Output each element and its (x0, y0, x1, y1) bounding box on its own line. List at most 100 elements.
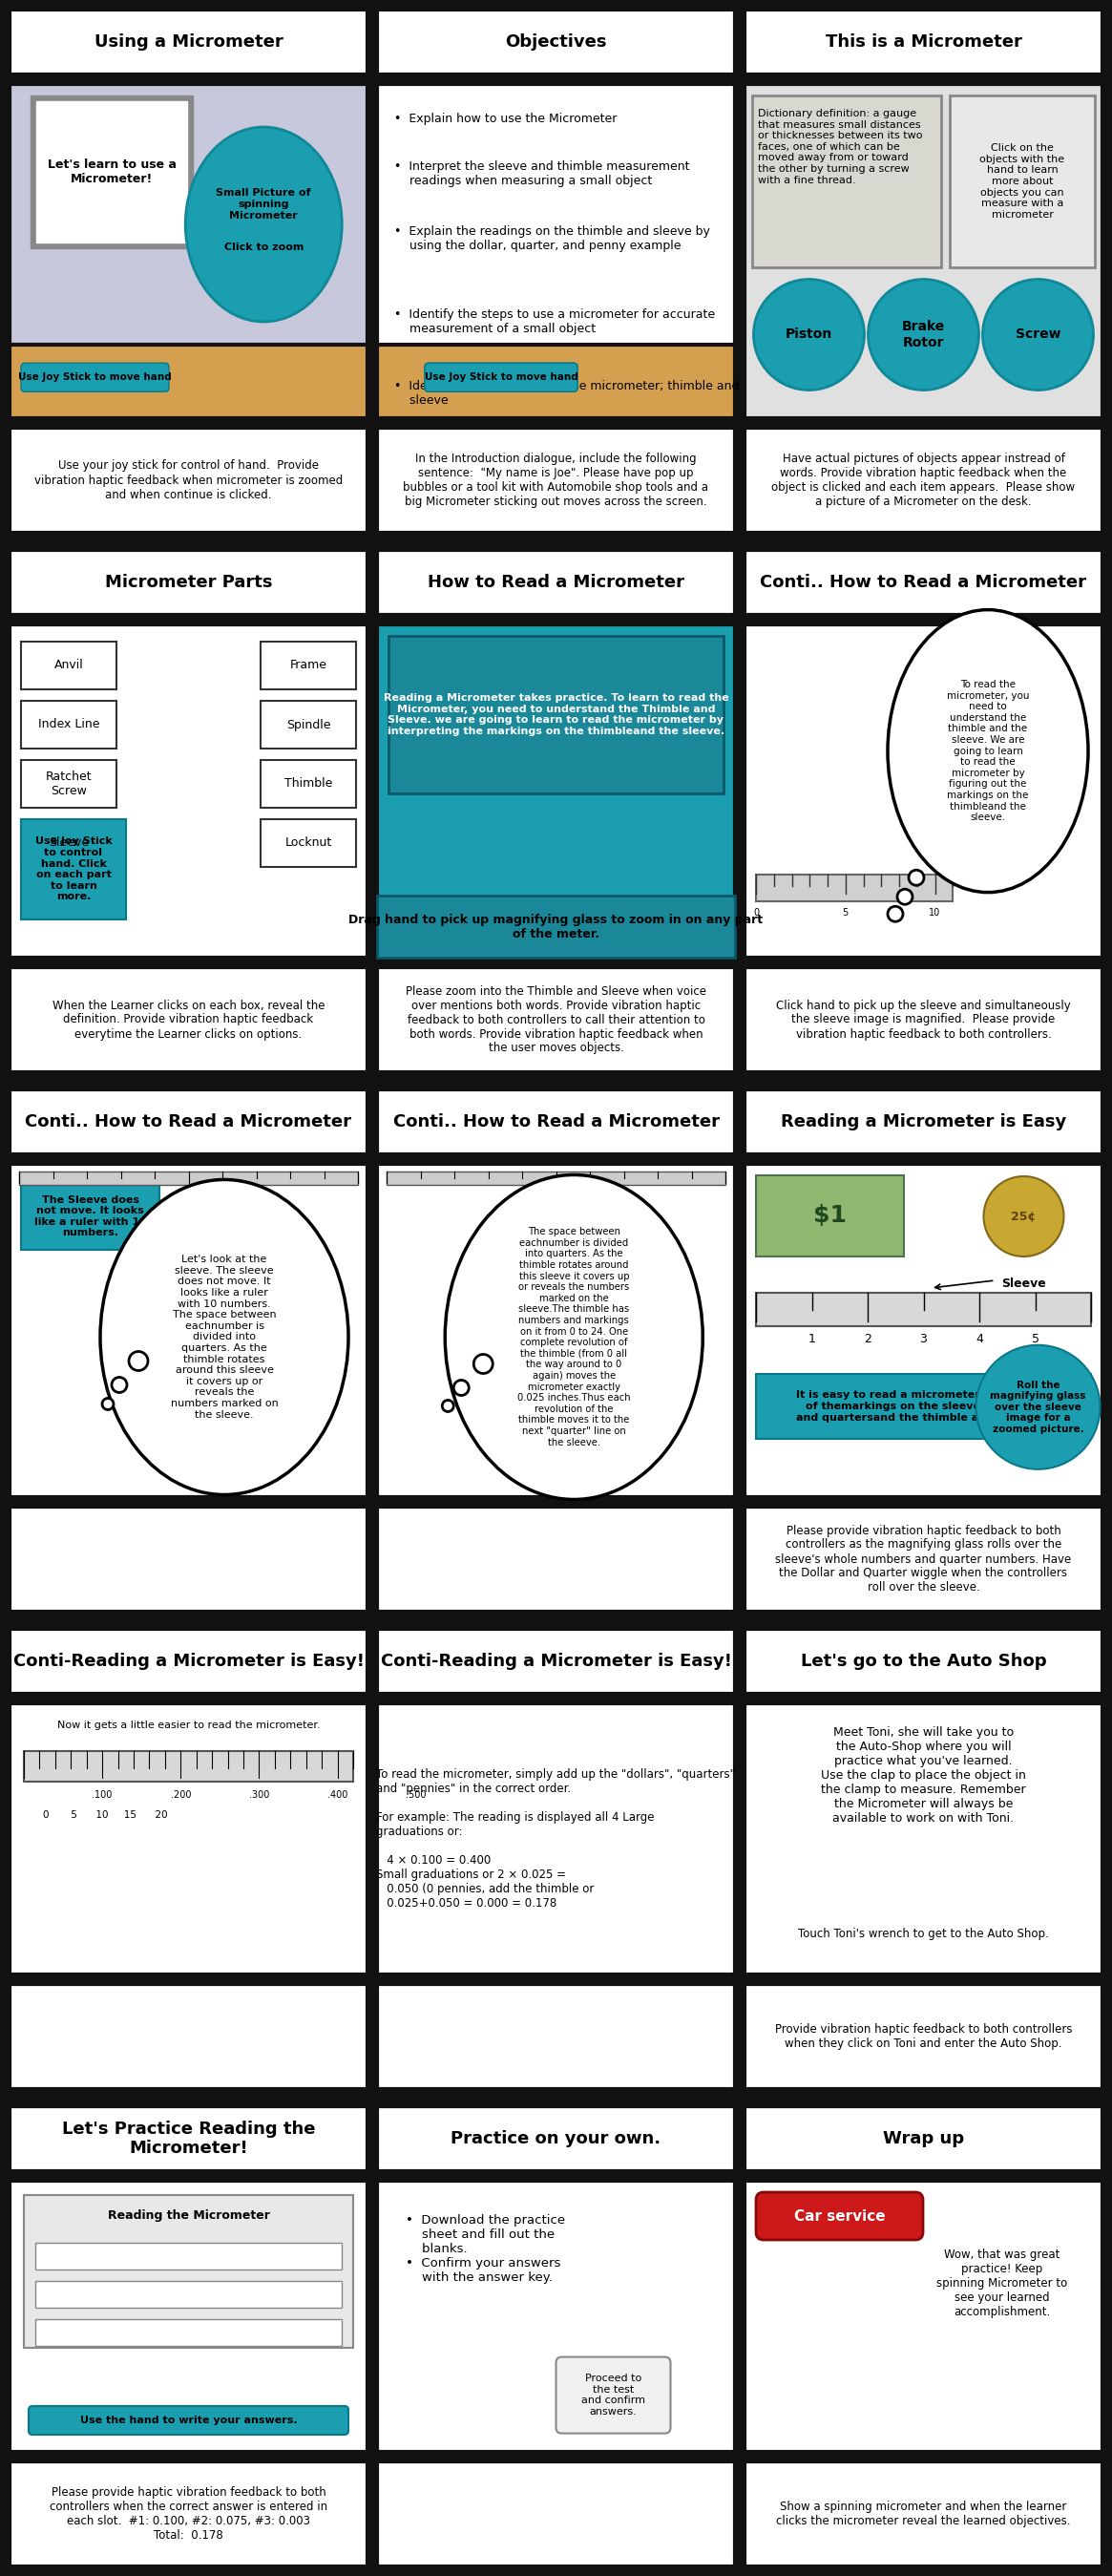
Text: Let's go to the Auto Shop: Let's go to the Auto Shop (801, 1654, 1046, 1669)
Circle shape (102, 1399, 113, 1409)
Circle shape (129, 1352, 148, 1370)
FancyBboxPatch shape (745, 428, 1102, 533)
FancyBboxPatch shape (29, 2406, 348, 2434)
Text: Frame: Frame (290, 659, 327, 672)
FancyBboxPatch shape (377, 2463, 735, 2566)
FancyBboxPatch shape (425, 363, 577, 392)
Text: Small Picture of
spinning
Micrometer: Small Picture of spinning Micrometer (216, 188, 311, 219)
FancyBboxPatch shape (19, 1172, 358, 1185)
FancyBboxPatch shape (425, 363, 577, 392)
Text: Conti.. How to Read a Micrometer: Conti.. How to Read a Micrometer (26, 1113, 351, 1131)
FancyBboxPatch shape (10, 428, 367, 533)
FancyBboxPatch shape (377, 1703, 735, 1973)
FancyBboxPatch shape (377, 428, 735, 533)
Text: Let's learn to use a
Micrometer!: Let's learn to use a Micrometer! (47, 160, 176, 185)
FancyBboxPatch shape (745, 1703, 1102, 1973)
FancyBboxPatch shape (21, 760, 117, 809)
FancyBboxPatch shape (745, 1507, 1102, 1613)
Text: Sleeve: Sleeve (49, 837, 89, 850)
Text: Now it gets a little easier to read the micrometer.: Now it gets a little easier to read the … (57, 1721, 320, 1731)
Text: To read the
micrometer, you
need to
understand the
thimble and the
sleeve. We ar: To read the micrometer, you need to unde… (946, 680, 1030, 822)
Text: 10: 10 (930, 907, 941, 917)
FancyBboxPatch shape (21, 641, 117, 690)
FancyBboxPatch shape (10, 85, 367, 417)
Circle shape (976, 1345, 1100, 1468)
Text: 0       5      10     15      20: 0 5 10 15 20 (43, 1811, 168, 1819)
FancyBboxPatch shape (377, 1090, 735, 1154)
FancyBboxPatch shape (756, 1373, 1091, 1440)
Text: Conti-Reading a Micrometer is Easy!: Conti-Reading a Micrometer is Easy! (380, 1654, 732, 1669)
Text: Please provide haptic vibration feedback to both
controllers when the correct an: Please provide haptic vibration feedback… (50, 2486, 327, 2543)
Text: 5: 5 (843, 907, 848, 917)
FancyBboxPatch shape (745, 2463, 1102, 2566)
FancyBboxPatch shape (10, 1090, 367, 1154)
Text: Meet Toni, she will take you to
the Auto-Shop where you will
practice what you'v: Meet Toni, she will take you to the Auto… (821, 1726, 1026, 1824)
Text: This is a Micrometer: This is a Micrometer (825, 33, 1022, 52)
Text: Use Joy Stick to move hand: Use Joy Stick to move hand (18, 374, 171, 381)
Text: 25¢: 25¢ (1011, 1211, 1036, 1224)
FancyBboxPatch shape (10, 1507, 367, 1613)
Circle shape (868, 278, 979, 389)
Text: 3: 3 (920, 1334, 927, 1345)
Ellipse shape (887, 611, 1089, 891)
Text: Anvil: Anvil (54, 659, 83, 672)
Text: Drag hand to pick up magnifying glass to zoom in on any part
of the meter.: Drag hand to pick up magnifying glass to… (349, 914, 763, 940)
Text: •  Download the practice
    sheet and fill out the
    blanks.
•  Confirm your : • Download the practice sheet and fill o… (406, 2215, 565, 2285)
Circle shape (111, 1378, 127, 1394)
Text: Index Line: Index Line (38, 719, 99, 732)
FancyBboxPatch shape (377, 966, 735, 1072)
FancyBboxPatch shape (745, 2182, 1102, 2452)
Text: Wrap up: Wrap up (883, 2130, 964, 2148)
Text: Use the hand to write your answers.: Use the hand to write your answers. (80, 2416, 297, 2424)
FancyBboxPatch shape (10, 623, 367, 958)
FancyBboxPatch shape (21, 701, 117, 750)
FancyBboxPatch shape (37, 100, 187, 242)
Text: $1: $1 (813, 1206, 846, 1226)
FancyBboxPatch shape (23, 1752, 354, 1783)
Text: Use your joy stick for control of hand.  Provide
vibration haptic feedback when : Use your joy stick for control of hand. … (34, 459, 342, 500)
Text: Locknut: Locknut (285, 837, 331, 850)
Circle shape (443, 1401, 454, 1412)
FancyBboxPatch shape (10, 2182, 367, 2452)
Text: In the Introduction dialogue, include the following
sentence:  "My name is Joe".: In the Introduction dialogue, include th… (404, 453, 708, 507)
Text: Use Joy Stick
to control
hand. Click
on each part
to learn
more.: Use Joy Stick to control hand. Click on … (34, 837, 112, 902)
Circle shape (909, 871, 924, 886)
FancyBboxPatch shape (21, 363, 169, 392)
FancyBboxPatch shape (377, 2107, 735, 2172)
Text: Provide vibration haptic feedback to both controllers
when they click on Toni an: Provide vibration haptic feedback to bot… (775, 2022, 1072, 2050)
FancyBboxPatch shape (745, 1090, 1102, 1154)
Text: 4: 4 (975, 1334, 983, 1345)
Text: Wow, that was great
practice! Keep
spinning Micrometer to
see your learned
accom: Wow, that was great practice! Keep spinn… (936, 2249, 1068, 2318)
FancyBboxPatch shape (745, 2107, 1102, 2172)
FancyBboxPatch shape (756, 2192, 923, 2241)
FancyBboxPatch shape (10, 1984, 367, 2089)
Text: Micrometer Parts: Micrometer Parts (105, 574, 272, 590)
FancyBboxPatch shape (10, 10, 367, 75)
FancyBboxPatch shape (260, 819, 356, 868)
Text: 2: 2 (864, 1334, 872, 1345)
FancyBboxPatch shape (950, 95, 1095, 268)
Text: To read the micrometer, simply add up the "dollars", "quarters"
and "pennies" in: To read the micrometer, simply add up th… (377, 1767, 735, 1909)
FancyBboxPatch shape (36, 2244, 341, 2269)
FancyBboxPatch shape (23, 2195, 354, 2347)
FancyBboxPatch shape (377, 85, 735, 417)
Text: It is easy to read a micrometer if you think
of themarkings on the sleeve as dol: It is easy to read a micrometer if you t… (795, 1391, 1051, 1422)
Text: Objectives: Objectives (505, 33, 607, 52)
FancyBboxPatch shape (745, 966, 1102, 1072)
Text: Sleeve: Sleeve (1002, 1278, 1046, 1291)
FancyBboxPatch shape (377, 1164, 735, 1497)
Text: Proceed to
the test
and confirm
answers.: Proceed to the test and confirm answers. (582, 2372, 645, 2416)
FancyBboxPatch shape (36, 2318, 341, 2347)
FancyBboxPatch shape (10, 549, 367, 616)
Text: •  Interpret the sleeve and thimble measurement
    readings when measuring a sm: • Interpret the sleeve and thimble measu… (395, 160, 689, 188)
Text: .400: .400 (327, 1790, 348, 1801)
Circle shape (887, 907, 903, 922)
FancyBboxPatch shape (745, 10, 1102, 75)
FancyBboxPatch shape (745, 1984, 1102, 2089)
FancyBboxPatch shape (556, 2357, 671, 2434)
Circle shape (474, 1355, 493, 1373)
Text: Let's Practice Reading the
Micrometer!: Let's Practice Reading the Micrometer! (62, 2120, 315, 2156)
Text: Conti-Reading a Micrometer is Easy!: Conti-Reading a Micrometer is Easy! (13, 1654, 364, 1669)
Text: The space between
eachnumber is divided
into quarters. As the
thimble rotates ar: The space between eachnumber is divided … (517, 1226, 631, 1448)
FancyBboxPatch shape (377, 10, 735, 75)
